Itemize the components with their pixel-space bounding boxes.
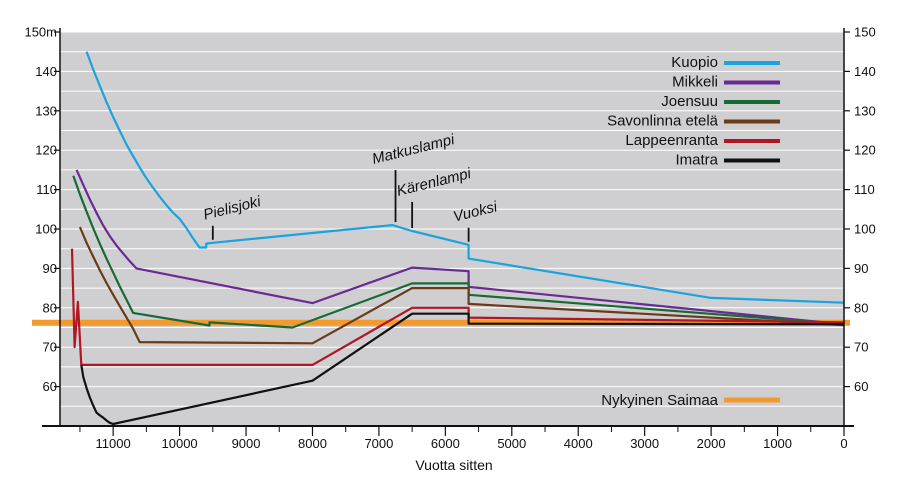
y-tick-label-right: 100 [854, 222, 876, 237]
x-tick-label: 10000 [162, 436, 198, 451]
y-tick-label-left: 140 [35, 64, 57, 79]
series-line-savonlinna-etel- [78, 226, 845, 345]
legend-label: Imatra [675, 152, 718, 169]
y-tick-label-right: 60 [854, 379, 868, 394]
y-tick-label-right: 130 [854, 103, 876, 118]
legend-label: Lappeenranta [625, 132, 718, 149]
y-tick-label-right: 150 [854, 25, 876, 40]
series-line-joensuu [72, 175, 845, 329]
x-tick-label: 7000 [364, 436, 393, 451]
x-tick-label: 4000 [564, 436, 593, 451]
series-line-mikkeli [75, 169, 845, 326]
x-tick-label: 8000 [298, 436, 327, 451]
y-tick-label-right: 140 [854, 64, 876, 79]
legend-label: Savonlinna etelä [607, 113, 719, 130]
legend-label: Mikkeli [672, 74, 718, 91]
x-tick-label: 5000 [497, 436, 526, 451]
series-line-imatra [80, 312, 845, 426]
axis-layer: 150m 140 130 120 110 100 90 80 70 60 150 140 130 120 1… [24, 25, 875, 452]
x-tick-label: 0 [840, 436, 847, 451]
y-tick-label-right: 80 [854, 300, 868, 315]
legend-label: Nykyinen Saimaa [601, 392, 718, 409]
x-tick-label: 9000 [232, 436, 261, 451]
x-axis-title: Vuotta sitten [415, 457, 492, 473]
y-tick-label-left: 130 [35, 103, 57, 118]
y-tick-label-right: 90 [854, 261, 868, 276]
series-line-kuopio [85, 51, 845, 304]
y-tick-label-left: 80 [43, 300, 57, 315]
series-layer [70, 51, 845, 426]
y-tick-label-left: 60 [43, 379, 57, 394]
legend-label: Joensuu [661, 93, 718, 110]
x-tick-label: 11000 [96, 436, 131, 451]
y-tick-label-right: 120 [854, 143, 876, 158]
y-tick-label-left: 70 [43, 340, 57, 355]
grid-layer [60, 31, 844, 407]
y-tick-label-right: 70 [854, 340, 868, 355]
y-tick-label-left: 90 [43, 261, 57, 276]
x-tick-label: 2000 [697, 436, 726, 451]
x-tick-label: 3000 [630, 436, 659, 451]
y-tick-label-left: 120 [35, 143, 57, 158]
y-tick-label-left: 100 [35, 222, 57, 237]
y-tick-label-right: 110 [854, 182, 875, 197]
x-tick-label: 6000 [431, 436, 460, 451]
x-tick-label: 1000 [763, 436, 792, 451]
legend-layer: Kuopio Mikkeli Joensuu Savonlinna etelä Lapp… [601, 54, 780, 409]
y-tick-label-left: 110 [36, 182, 57, 197]
legend-label: Kuopio [671, 54, 718, 71]
y-tick-label-left: 150m [24, 25, 57, 40]
